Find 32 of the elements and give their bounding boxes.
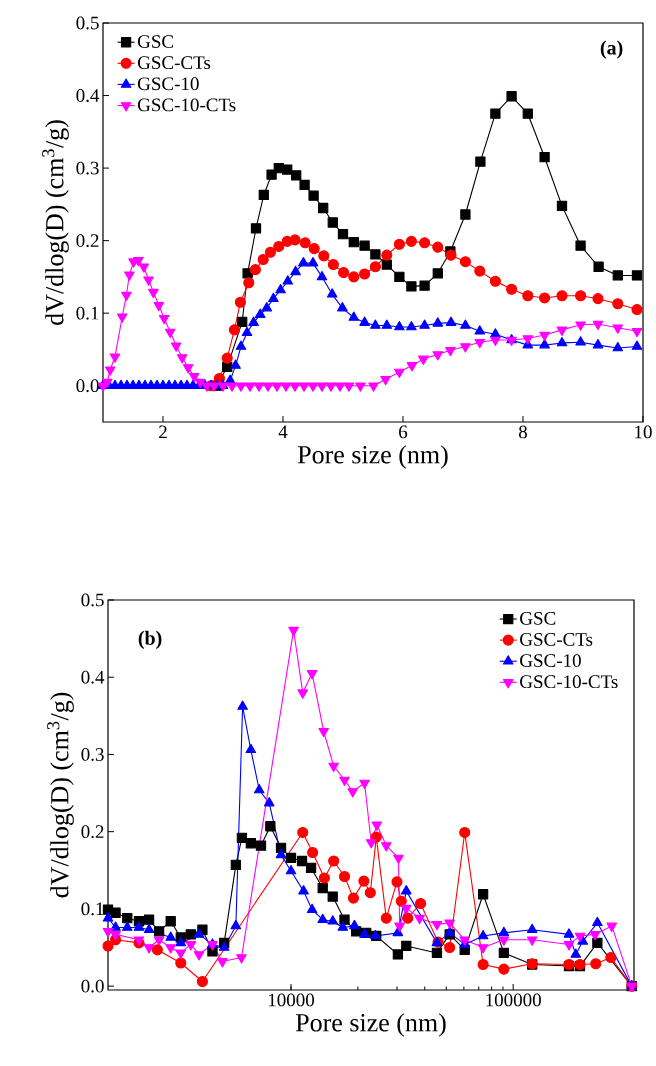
legend-label: GSC-10-CTs bbox=[520, 675, 618, 689]
legend-label: GSC-10-CTs bbox=[137, 98, 236, 112]
legend-label: GSC bbox=[520, 612, 556, 625]
y-tick-label: 0.3 bbox=[81, 748, 104, 761]
y-tick-label: 0.2 bbox=[81, 825, 104, 839]
annotation: (a) bbox=[600, 40, 623, 59]
y-tick-label: 0.1 bbox=[76, 306, 99, 320]
annotation: (b) bbox=[138, 630, 162, 649]
legend-label: GSC bbox=[137, 35, 174, 48]
y-tick-label: 0.3 bbox=[76, 161, 99, 175]
x-tick-label: 2 bbox=[159, 425, 167, 439]
y-tick-label: 0.4 bbox=[76, 89, 100, 102]
x-tick-label: 8 bbox=[518, 425, 527, 439]
y-tick-label: 0.5 bbox=[81, 593, 104, 607]
legend-label: GSC-10 bbox=[520, 654, 581, 667]
y-tick-label: 0.4 bbox=[81, 670, 105, 684]
legend-label: GSC-10 bbox=[137, 77, 199, 91]
x-tick-label: 10 bbox=[635, 425, 652, 439]
y-tick-label: 0.5 bbox=[76, 16, 99, 30]
y-tick-label: 0.0 bbox=[76, 379, 99, 393]
legend-label: GSC-CTs bbox=[520, 633, 593, 646]
x-axis-title: Pore size (nm) bbox=[295, 1013, 446, 1037]
x-tick-label: 10000 bbox=[268, 993, 315, 1007]
x-tick-label: 4 bbox=[278, 425, 288, 439]
x-tick-label: 100000 bbox=[486, 993, 541, 1007]
y-axis-title: dV/dlog(D) (cm$^{3}$/g) bbox=[42, 120, 69, 325]
y-tick-label: 0.2 bbox=[76, 234, 99, 248]
y-axis-title: dV/dlog(D) (cm$^{3}$/g) bbox=[47, 692, 74, 898]
y-tick-label: 0.0 bbox=[81, 979, 104, 993]
x-axis-title: Pore size (nm) bbox=[297, 445, 448, 469]
x-tick-label: 6 bbox=[399, 425, 408, 439]
legend-label: GSC-CTs bbox=[137, 56, 211, 70]
